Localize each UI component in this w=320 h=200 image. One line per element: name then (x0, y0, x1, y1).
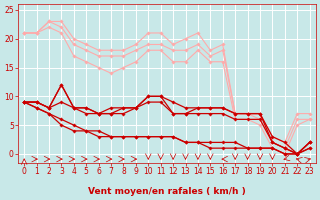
X-axis label: Vent moyen/en rafales ( km/h ): Vent moyen/en rafales ( km/h ) (88, 187, 246, 196)
